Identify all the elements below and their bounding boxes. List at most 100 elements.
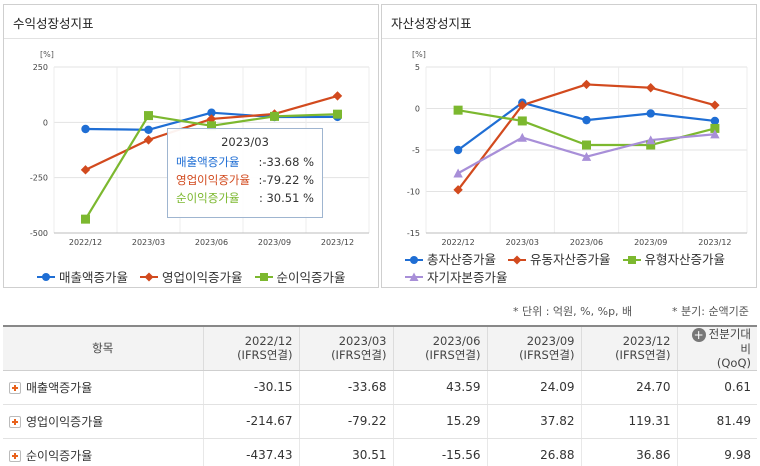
table-cell: 119.31 [580, 404, 677, 439]
legend-item[interactable]: 유동자산증가율 [508, 251, 611, 268]
divider [382, 38, 756, 39]
diamond-legend-icon [508, 255, 527, 264]
asset-growth-chart: [%] 5 0 -5 -10 -15 2022/12 2023/03 2023/06 2023/0… [407, 50, 748, 247]
header-sublabel: (IFRS연결) [425, 348, 481, 363]
legend-label: 순이익증가율 [276, 270, 346, 285]
header-period: 2023/12 (IFRS연결) [580, 325, 677, 371]
expand-icon[interactable] [9, 381, 21, 394]
table-cell: -79.22 [298, 404, 393, 439]
data-point [270, 111, 279, 121]
header-item: 항목 [3, 325, 203, 371]
y-tick-label: -10 [407, 188, 420, 197]
diamond-legend-icon [140, 272, 159, 281]
expand-icon[interactable] [9, 449, 21, 462]
tooltip-label: 영업이익증가율 [176, 173, 251, 187]
data-point [80, 165, 91, 175]
row-label-cell[interactable]: 순이익증가율 [3, 438, 203, 466]
y-tick-label: -15 [407, 229, 420, 238]
legend-item[interactable]: 유형자산증가율 [622, 251, 725, 268]
data-point [144, 125, 153, 134]
legend-item[interactable]: 영업이익증가율 [140, 267, 243, 286]
growth-table: 항목 2022/12 (IFRS연결) 2023/03 (IFRS연결) 2023/… [3, 325, 757, 466]
y-tick-label: 0 [43, 118, 48, 127]
data-point [144, 111, 153, 121]
data-point [333, 109, 342, 119]
data-point [710, 116, 720, 126]
table-cell: -437.43 [202, 438, 299, 466]
y-tick-label: 250 [33, 63, 48, 72]
row-label: 매출액증가율 [26, 380, 93, 395]
table-cell: 37.82 [486, 404, 581, 439]
data-point [410, 255, 418, 264]
x-tick-label: 2023/12 [698, 238, 731, 247]
chart-tooltip: 2023/03 매출액증가율 :-33.68 % 영업이익증가율 :-79.22… [167, 128, 323, 218]
data-point [206, 114, 217, 124]
data-point [627, 255, 636, 264]
table-cell: 9.98 [676, 438, 757, 466]
data-point [582, 140, 591, 150]
x-tick-label: 2023/09 [634, 238, 667, 247]
tooltip-value: :-79.22 % [258, 173, 314, 187]
unit-label: [%] [412, 50, 426, 59]
x-tick-label: 2023/03 [132, 238, 165, 247]
data-point [453, 105, 463, 115]
asset-growth-panel: 자산성장성지표 [%] 5 0 -5 -10 -15 2022/12 2023/03 2023/… [381, 4, 757, 288]
data-point [332, 91, 343, 101]
add-column-icon[interactable]: + [691, 327, 706, 342]
tooltip-value: :-33.68 % [258, 155, 314, 169]
table-cell: 0.61 [676, 370, 757, 405]
y-tick-label: 0 [415, 105, 420, 114]
table-cell: -15.56 [392, 438, 487, 466]
header-sublabel: (IFRS연결) [331, 348, 387, 363]
data-point [207, 121, 216, 131]
data-point [646, 109, 655, 118]
y-tick-label: -5 [412, 146, 420, 155]
legend-item[interactable]: 자기자본증가율 [405, 269, 508, 286]
data-point [42, 272, 50, 281]
data-point [207, 108, 216, 117]
expand-icon[interactable] [9, 415, 21, 428]
data-point [710, 123, 720, 133]
legend-item[interactable]: 매출액증가율 [37, 267, 128, 286]
legend-label: 유동자산증가율 [530, 252, 611, 267]
tooltip-label: 순이익증가율 [176, 191, 240, 205]
legend-item[interactable]: 총자산증가율 [405, 251, 496, 268]
tooltip-value: : 30.51 % [258, 191, 314, 205]
table-cell: 43.59 [392, 370, 487, 405]
header-label: 2023/12 [622, 334, 671, 349]
x-tick-label: 2022/12 [441, 238, 474, 247]
row-label-cell[interactable]: 영업이익증가율 [3, 404, 203, 439]
data-point [517, 132, 527, 142]
y-tick-label: -250 [30, 174, 48, 183]
header-period: 2022/12 (IFRS연결) [202, 325, 299, 371]
y-tick-label: -500 [30, 229, 48, 238]
data-point [512, 255, 522, 264]
table-cell: 81.49 [676, 404, 757, 439]
legend-label: 매출액증가율 [59, 270, 129, 285]
legend-item[interactable]: 순이익증가율 [254, 267, 346, 286]
panel-title: 수익성장성지표 [13, 16, 94, 31]
x-tick-label: 2023/09 [258, 238, 291, 247]
row-label: 순이익증가율 [26, 448, 93, 463]
tooltip-row: 매출액증가율 :-33.68 % [176, 153, 314, 171]
table-body: 매출액증가율 -30.15 -33.68 43.59 24.09 24.70 0.61 영업이… [3, 370, 757, 466]
circle-legend-icon [405, 255, 423, 264]
table-row: 매출액증가율 -30.15 -33.68 43.59 24.09 24.70 0.61 [3, 370, 757, 405]
data-point [81, 124, 90, 134]
square-legend-icon [254, 272, 273, 281]
table-row: 영업이익증가율 -214.67 -79.22 15.29 37.82 119.31 81.4… [3, 404, 757, 439]
tooltip-row: 순이익증가율 : 30.51 % [176, 189, 314, 207]
data-point [409, 272, 419, 281]
table-cell: 24.09 [486, 370, 581, 405]
revenue-growth-panel: 수익성장성지표 [%] 250 0 -250 -500 2022/12 2023/03 202… [3, 4, 379, 288]
header-qoq: + 전분기대비 (QoQ) [676, 325, 757, 371]
table-cell: 24.70 [580, 370, 677, 405]
x-tick-label: 2023/03 [506, 238, 539, 247]
tooltip-row: 영업이익증가율 :-79.22 % [176, 171, 314, 189]
header-label: 항목 [92, 341, 114, 356]
x-tick-label: 2023/12 [321, 238, 354, 247]
row-label-cell[interactable]: 매출액증가율 [3, 370, 203, 405]
data-point [143, 135, 154, 145]
header-period: 2023/03 (IFRS연결) [298, 325, 393, 371]
